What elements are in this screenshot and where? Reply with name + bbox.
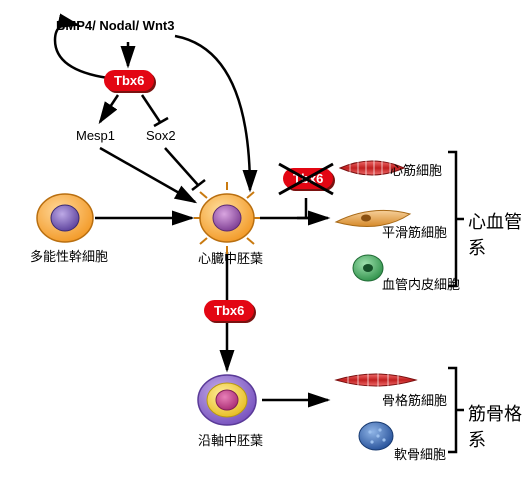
cell-chondro-graphic bbox=[359, 422, 393, 450]
label-psc: 多能性幹細胞 bbox=[30, 246, 108, 265]
label-paraxial-meso: 沿軸中胚葉 bbox=[198, 430, 263, 449]
label-cardiomyo: 心筋細胞 bbox=[390, 160, 442, 179]
cell-cardiac-meso-graphic bbox=[194, 182, 260, 254]
label-smc: 平滑筋細胞 bbox=[382, 222, 447, 241]
label-mesp1: Mesp1 bbox=[76, 128, 115, 143]
cell-endo-graphic bbox=[353, 255, 383, 281]
pill-tbx6-mid: Tbx6 bbox=[204, 300, 254, 321]
label-chondro: 軟骨細胞 bbox=[394, 444, 446, 463]
cell-skeletal-graphic bbox=[336, 371, 416, 389]
label-cardiac-meso: 心臓中胚葉 bbox=[198, 248, 263, 267]
group-label-cardio: 心血管系 bbox=[468, 208, 532, 260]
cell-paraxial-meso-graphic bbox=[198, 375, 256, 425]
label-sox2: Sox2 bbox=[146, 128, 176, 143]
pill-tbx6-top: Tbx6 bbox=[104, 70, 154, 91]
group-label-msk: 筋骨格系 bbox=[468, 400, 532, 452]
pill-tbx6-crossed: Tbx6 bbox=[283, 168, 333, 189]
label-endo: 血管内皮細胞 bbox=[382, 274, 460, 293]
cell-psc-graphic bbox=[37, 194, 93, 242]
label-bmp4-nodal-wnt3: BMP4/ Nodal/ Wnt3 bbox=[56, 18, 174, 33]
label-skeletal: 骨格筋細胞 bbox=[382, 390, 447, 409]
